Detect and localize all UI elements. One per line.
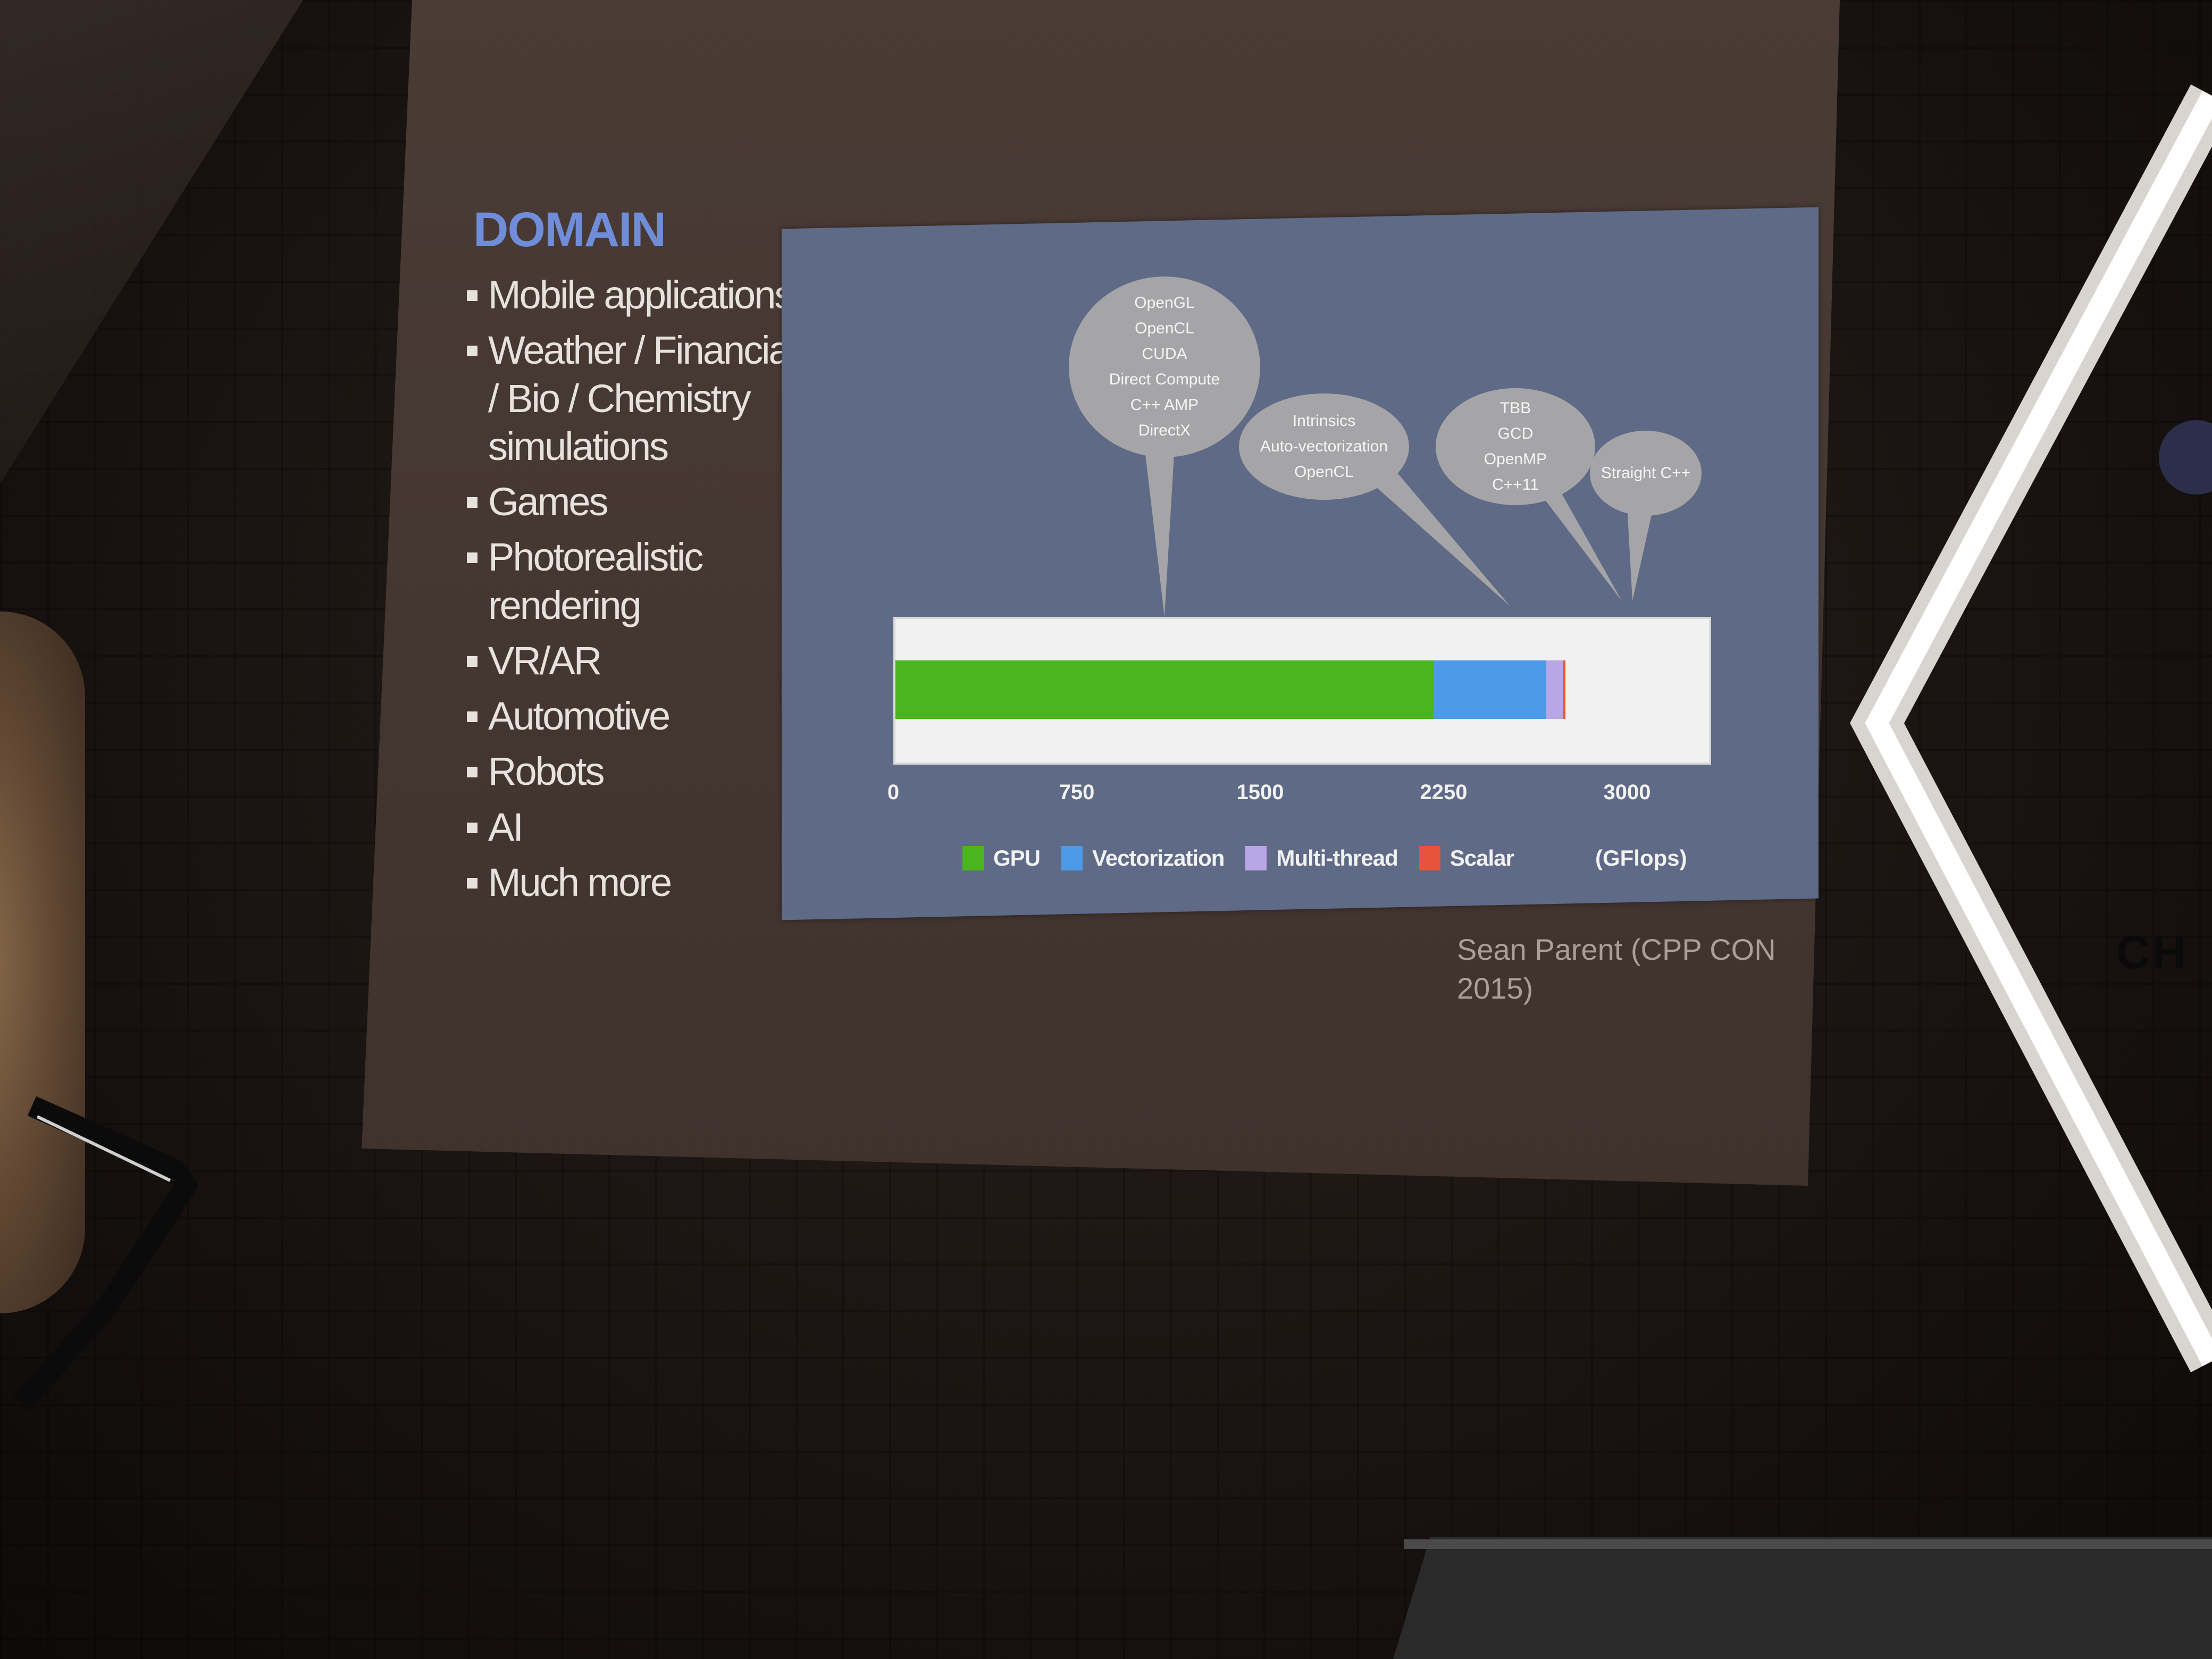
callout-text: OpenCL [1294, 463, 1354, 481]
bar-segment-gpu [895, 660, 1434, 719]
scalar-callout-bubble: Straight C++ [1590, 431, 1702, 516]
bullet-item: Weather / Financial / Bio / Chemistry si… [463, 326, 803, 471]
sign-text: CH [2116, 926, 2189, 978]
bullet-item: Much more [463, 859, 803, 907]
legend-label: Multi-thread [1276, 845, 1398, 870]
foreground-person-hair [0, 611, 85, 1313]
logo-icon [2159, 420, 2212, 495]
legend-swatch-vectorization [1061, 846, 1083, 870]
legend-swatch-gpu [962, 846, 984, 870]
callout-text: OpenGL [1134, 294, 1195, 312]
scalar-callout-tail [1627, 505, 1654, 601]
callout-text: C++11 [1492, 476, 1539, 493]
bullet-item: Mobile applications [463, 271, 803, 319]
bullet-item: AI [463, 803, 803, 851]
x-tick-label: 750 [1059, 781, 1095, 804]
gpu-callout-bubble: OpenGL OpenCL CUDA Direct Compute C++ AM… [1069, 276, 1260, 457]
units-label: (GFlops) [1595, 845, 1687, 870]
bullet-item: Automotive [463, 692, 803, 740]
table-top-edge [1404, 1539, 2212, 1549]
legend-item-gpu: GPU [962, 845, 1041, 871]
x-tick-label: 0 [887, 781, 900, 804]
vectorization-callout-bubble: Intrinsics Auto-vectorization OpenCL [1239, 393, 1409, 500]
legend-item-vectorization: Vectorization [1061, 845, 1225, 871]
callout-text: Straight C++ [1601, 464, 1691, 482]
legend-label: Vectorization [1092, 845, 1225, 870]
hexagon-light-sign [1850, 84, 2212, 1372]
slide-credit: Sean Parent (CPP CON 2015) [1457, 933, 1776, 1005]
bar-segment-multithread [1546, 660, 1563, 719]
x-tick-label: 1500 [1236, 781, 1284, 804]
callout-text: OpenCL [1135, 320, 1194, 337]
callout-text: GCD [1497, 425, 1534, 442]
hexagon-light-bar [1850, 84, 2212, 1372]
bullet-item: Games [463, 478, 803, 526]
callout-text: C++ AMP [1130, 396, 1199, 414]
gpu-callout-tail [1143, 436, 1175, 617]
bar-segment-vectorization [1434, 660, 1546, 719]
bullet-item: Photorealistic rendering [463, 533, 803, 630]
stacked-bar-frame [893, 617, 1711, 765]
legend-swatch-scalar [1419, 846, 1440, 870]
bar-segment-scalar [1563, 660, 1565, 719]
hexagon-light-core [1865, 90, 2212, 1367]
legend-item-multithread: Multi-thread [1245, 845, 1398, 871]
table-surface [1393, 1537, 2212, 1659]
multithread-callout-tail [1521, 468, 1622, 601]
callout-text: DirectX [1138, 422, 1191, 439]
legend-item-scalar: Scalar [1419, 845, 1514, 871]
eyeglasses-icon [13, 1096, 199, 1411]
bullet-item: VR/AR [463, 637, 803, 685]
legend-label: Scalar [1449, 845, 1514, 870]
domain-bullet-list: Mobile applications Weather / Financial … [463, 271, 803, 914]
callout-text: Auto-vectorization [1260, 438, 1388, 455]
callout-text: TBB [1499, 399, 1531, 417]
slide-title: DOMAIN [473, 203, 666, 257]
chart-legend: GPU Vectorization Multi-thread Scalar [962, 845, 1535, 871]
callout-text: Intrinsics [1292, 412, 1356, 430]
multithread-callout-bubble: TBB GCD OpenMP C++11 [1436, 388, 1595, 505]
vectorization-callout-tail [1367, 468, 1510, 606]
callout-text: CUDA [1142, 345, 1187, 363]
legend-label: GPU [993, 845, 1041, 870]
x-tick-label: 2250 [1420, 781, 1468, 804]
callout-text: Direct Compute [1109, 371, 1220, 388]
x-tick-label: 3000 [1603, 781, 1651, 804]
callout-text: OpenMP [1484, 450, 1547, 468]
bullet-item: Robots [463, 748, 803, 795]
legend-swatch-multithread [1245, 846, 1267, 870]
